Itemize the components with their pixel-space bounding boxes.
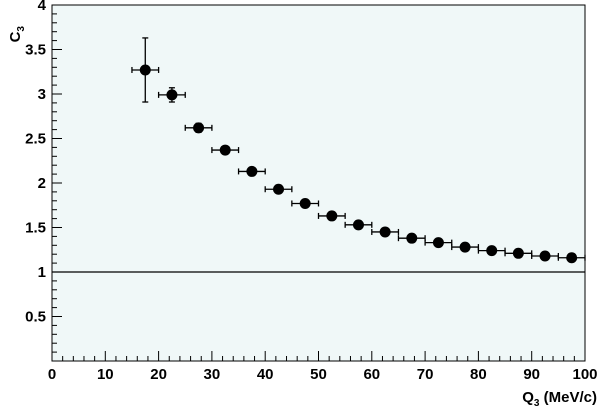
x-tick-label: 90 <box>523 366 540 383</box>
x-axis-title-unit: (MeV/c) <box>539 389 597 406</box>
data-marker <box>539 250 551 262</box>
data-point <box>264 183 293 195</box>
data-marker <box>219 144 231 156</box>
y-tick-label: 1.5 <box>25 220 46 237</box>
y-axis-title: C3 <box>7 26 27 43</box>
y-tick-label: 3 <box>38 86 46 103</box>
x-tick-label: 70 <box>417 366 434 383</box>
data-point <box>317 210 346 222</box>
data-marker <box>379 226 391 238</box>
data-point <box>184 122 213 134</box>
x-axis-title-main: Q <box>522 389 534 406</box>
x-axis-title-sub: 3 <box>534 398 540 406</box>
data-point <box>211 144 240 156</box>
data-marker <box>352 219 364 231</box>
y-tick-label: 0.5 <box>25 309 46 326</box>
data-marker <box>486 245 498 257</box>
data-marker <box>299 197 311 209</box>
data-marker <box>432 237 444 249</box>
x-tick-label: 30 <box>204 366 221 383</box>
x-tick-label: 100 <box>572 366 597 383</box>
data-marker <box>273 183 285 195</box>
x-tick-label: 50 <box>310 366 327 383</box>
y-tick-label: 1 <box>38 264 46 281</box>
data-marker <box>193 122 205 134</box>
y-axis-title-main: C <box>7 31 24 42</box>
x-tick-label: 80 <box>470 366 487 383</box>
data-point <box>157 87 186 103</box>
data-point <box>371 226 400 238</box>
data-marker <box>512 247 524 259</box>
x-tick-label: 60 <box>363 366 380 383</box>
x-tick-label: 10 <box>97 366 114 383</box>
data-marker <box>459 241 471 253</box>
data-point <box>557 252 586 264</box>
plot-area <box>51 4 586 362</box>
x-axis-title: Q3 (MeV/c) <box>522 389 597 406</box>
x-tick-label: 20 <box>150 366 167 383</box>
data-marker <box>139 64 151 76</box>
data-point <box>131 37 160 103</box>
data-marker <box>326 210 338 222</box>
tick-labels: 0 10 20 30 40 50 60 70 80 90 100 0.5 1 1.5 2 2.5 3 3.5 4 <box>25 0 597 383</box>
data-marker <box>166 89 178 101</box>
data-point <box>344 219 373 231</box>
y-axis-title-sub: 3 <box>16 26 27 32</box>
y-tick-label: 4 <box>38 0 47 14</box>
data-marker <box>246 165 258 177</box>
data-point <box>237 165 266 177</box>
data-point <box>291 197 320 209</box>
data-point <box>451 241 480 253</box>
y-tick-label: 2.5 <box>25 131 46 148</box>
x-tick-label: 40 <box>257 366 274 383</box>
y-tick-label: 3.5 <box>25 42 46 59</box>
y-tick-label: 2 <box>38 175 46 192</box>
axis-ticks <box>51 4 586 362</box>
data-points <box>131 37 586 264</box>
data-marker <box>406 232 418 244</box>
data-marker <box>566 252 578 264</box>
x-tick-label: 0 <box>48 366 56 383</box>
